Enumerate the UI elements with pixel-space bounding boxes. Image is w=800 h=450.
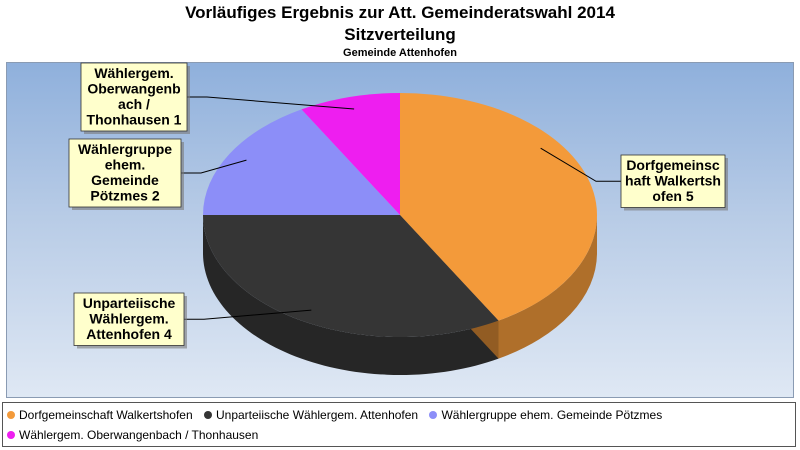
data-label-text: Wählergem.	[89, 311, 168, 327]
legend-swatch	[429, 411, 438, 419]
legend-swatch	[7, 431, 15, 439]
leader-line	[184, 309, 312, 320]
legend-swatch	[7, 411, 15, 419]
legend-label: Wählergruppe ehem. Gemeinde Pötzmes	[441, 408, 663, 422]
label-box	[68, 138, 182, 208]
legend-label: Unparteiische Wählergem. Attenhofen	[215, 408, 419, 422]
data-label-text: Attenhofen 4	[86, 326, 172, 342]
data-label-text: Thonhausen 1	[87, 112, 182, 128]
legend-item: Wählergruppe ehem. Gemeinde Pötzmes	[429, 408, 662, 422]
data-label-text: Wählergem.	[94, 65, 173, 81]
pie-slice	[203, 215, 499, 337]
pie-slice	[301, 93, 400, 215]
pie-slice	[400, 93, 597, 321]
label-box	[80, 62, 188, 132]
pie-slice-side	[498, 215, 597, 359]
data-label-text: Gemeinde	[91, 172, 159, 188]
legend-item: Wählergem. Oberwangenbach / Thonhausen	[7, 428, 258, 442]
data-label-text: Wählergruppe	[78, 141, 172, 157]
data-label-text: haft Walkertsh	[625, 173, 721, 189]
leader-line	[181, 159, 247, 174]
chart-title: Vorläufiges Ergebnis zur Att. Gemeindera…	[185, 3, 615, 22]
legend-item: Dorfgemeinschaft Walkertshofen	[7, 408, 193, 422]
legend-swatch	[203, 411, 212, 419]
data-label-text: Dorfgemeinsc	[626, 157, 720, 173]
leader-line	[540, 147, 621, 182]
leader-line	[187, 96, 355, 110]
legend: Dorfgemeinschaft Walkertshofen Unparteii…	[2, 402, 796, 447]
data-label-text: ofen 5	[652, 188, 693, 204]
pie-slice	[203, 109, 400, 215]
data-label-text: Unparteiische	[83, 295, 176, 311]
pie-slice-side	[203, 215, 499, 375]
data-label: Wählergem.Oberwangenbach /Thonhausen 1	[80, 62, 355, 134]
data-label-text: ach /	[118, 96, 150, 112]
data-label-text: Oberwangenb	[87, 81, 180, 97]
data-label: Dorfgemeinschaft Walkertshofen 5	[540, 147, 728, 211]
data-label-text: Pötzmes 2	[90, 188, 159, 204]
legend-label: Wählergem. Oberwangenbach / Thonhausen	[19, 428, 259, 442]
label-box	[73, 292, 185, 346]
chart-subtitle-municipality: Gemeinde Attenhofen	[343, 47, 457, 59]
data-label-text: ehem.	[105, 157, 145, 173]
chart-subtitle: Sitzverteilung	[344, 25, 456, 44]
legend-label: Dorfgemeinschaft Walkertshofen	[19, 408, 193, 422]
legend-item: Unparteiische Wählergem. Attenhofen	[203, 408, 419, 422]
pie-top	[203, 93, 597, 337]
label-box	[620, 154, 726, 208]
